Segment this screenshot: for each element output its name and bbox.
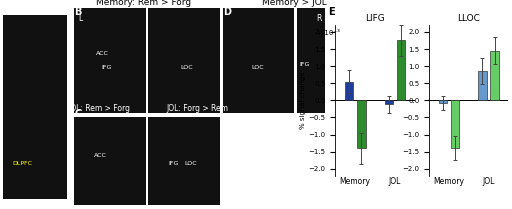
Text: JOL: Rem > Forg: JOL: Rem > Forg <box>69 104 131 113</box>
Bar <box>357 100 366 148</box>
Text: Memory: Rem > Forg: Memory: Rem > Forg <box>96 0 191 7</box>
Bar <box>385 100 393 104</box>
Text: Memory > JOL: Memory > JOL <box>262 0 327 7</box>
Bar <box>397 41 406 100</box>
Text: x 10⁻³: x 10⁻³ <box>318 30 340 36</box>
Bar <box>438 100 447 103</box>
Text: ACC: ACC <box>94 153 107 158</box>
Title: LLOC: LLOC <box>457 14 480 23</box>
Text: C: C <box>74 109 81 119</box>
Bar <box>451 100 459 148</box>
Text: A: A <box>3 7 10 17</box>
Bar <box>490 51 499 100</box>
Text: IFG: IFG <box>168 161 179 166</box>
Text: IFG: IFG <box>300 62 310 67</box>
Title: LIFG: LIFG <box>365 14 385 23</box>
Text: L: L <box>78 14 82 23</box>
Text: ACC: ACC <box>96 51 109 56</box>
Text: R: R <box>316 14 322 23</box>
Bar <box>478 71 487 100</box>
Bar <box>345 82 353 100</box>
Text: LOC: LOC <box>181 65 194 70</box>
Text: JOL: Forg > Rem: JOL: Forg > Rem <box>166 104 228 113</box>
Text: DLPFC: DLPFC <box>12 161 32 166</box>
Y-axis label: % signal change: % signal change <box>300 71 306 129</box>
Text: IFG: IFG <box>101 65 112 70</box>
Text: LOC: LOC <box>251 65 264 70</box>
Text: D: D <box>223 7 231 17</box>
Text: LOC: LOC <box>184 161 197 166</box>
Text: B: B <box>74 7 81 17</box>
Text: E: E <box>328 7 334 17</box>
